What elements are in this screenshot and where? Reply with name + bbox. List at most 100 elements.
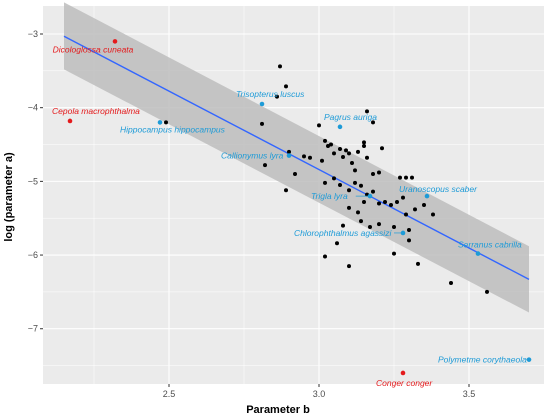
data-point	[344, 148, 348, 153]
data-point	[323, 138, 327, 143]
data-point	[407, 238, 411, 243]
annotation-label: Pagrus auriga	[324, 112, 377, 122]
data-point	[404, 175, 408, 180]
data-point	[332, 151, 336, 156]
annotation-label: Chlorophthalmus agassizi	[294, 228, 392, 238]
data-point	[323, 180, 327, 185]
annotation-label: Trisopterus luscus	[236, 89, 305, 99]
data-point	[335, 241, 339, 246]
annotation-label: Polymetme corythaeola	[438, 355, 527, 365]
x-axis-title: Parameter b	[246, 404, 310, 416]
y-tick-label: −4	[28, 103, 38, 113]
highlight-point	[112, 39, 118, 44]
data-point	[347, 205, 351, 210]
data-point	[287, 149, 291, 154]
data-point	[164, 120, 168, 125]
data-point	[365, 155, 369, 160]
annotation-label: Dicologlossa cuneata	[53, 44, 134, 54]
data-point	[377, 201, 381, 206]
data-point	[485, 289, 489, 294]
data-point	[392, 225, 396, 230]
data-point	[392, 251, 396, 256]
data-point	[371, 120, 375, 125]
data-point	[284, 188, 288, 193]
y-axis-title: log (parameter a)	[3, 152, 15, 242]
data-point	[407, 228, 411, 232]
highlight-point	[259, 101, 265, 107]
regression-line	[63, 35, 530, 280]
data-point	[365, 109, 369, 114]
data-point	[404, 212, 408, 217]
highlight-point	[400, 230, 406, 236]
highlight-point	[157, 120, 163, 125]
x-tick-label: 3.5	[463, 389, 476, 399]
data-point	[347, 151, 351, 156]
annotation-label: Hippocampus hippocampus	[120, 124, 226, 134]
species-annotations: Dicologlossa cuneata Cepola macrophthalma…	[52, 39, 532, 388]
data-point	[317, 123, 321, 128]
data-point	[341, 223, 345, 228]
data-point	[431, 212, 435, 217]
data-point	[347, 188, 351, 193]
data-point	[389, 202, 393, 207]
data-point	[377, 222, 381, 227]
data-point	[260, 121, 264, 126]
x-tick-label: 2.5	[163, 389, 176, 399]
data-point	[350, 160, 354, 165]
data-point	[278, 64, 282, 69]
annotation-label: Callionymus lyra	[221, 151, 284, 161]
y-tick-label: −7	[28, 324, 38, 334]
data-point	[362, 140, 366, 145]
highlight-point	[286, 153, 292, 158]
annotation-label: Cepola macrophthalma	[52, 106, 140, 116]
data-point	[329, 142, 333, 147]
data-point	[398, 175, 402, 180]
data-point	[263, 163, 267, 168]
y-tick-label: −3	[28, 29, 38, 39]
y-axis-ticks: −7 −6 −5 −4 −3	[28, 29, 43, 334]
data-point	[275, 94, 279, 99]
y-tick-label: −6	[28, 250, 38, 260]
data-point	[422, 202, 426, 207]
x-tick-label: 3.0	[313, 389, 326, 399]
data-point	[320, 158, 324, 163]
data-point	[356, 210, 360, 215]
data-point	[410, 175, 414, 180]
highlight-point	[337, 124, 343, 130]
y-tick-label: −5	[28, 176, 38, 186]
data-point	[323, 254, 327, 259]
data-points	[164, 64, 489, 294]
x-axis-ticks: 2.5 3.0 3.5	[163, 384, 476, 399]
data-point	[371, 172, 375, 176]
data-point	[341, 155, 345, 160]
highlight-point	[400, 370, 406, 376]
data-point	[380, 146, 384, 151]
data-point	[362, 200, 366, 204]
data-point	[338, 146, 342, 151]
data-point	[368, 225, 372, 230]
highlight-point	[67, 118, 73, 124]
data-point	[356, 149, 360, 154]
data-point	[338, 183, 342, 188]
highlight-point	[367, 193, 373, 199]
annotation-label: Serranus cabrilla	[458, 240, 522, 250]
data-point	[332, 176, 336, 181]
data-point	[371, 189, 375, 194]
highlight-point	[424, 193, 430, 199]
data-point	[347, 264, 351, 269]
data-point	[359, 183, 363, 188]
data-point	[362, 144, 366, 148]
data-point	[293, 172, 297, 176]
data-point	[416, 261, 420, 266]
data-point	[401, 195, 405, 200]
data-point	[284, 84, 288, 89]
highlight-point	[475, 251, 481, 256]
data-point	[383, 200, 387, 204]
highlight-point	[526, 357, 532, 362]
annotation-label: Conger conger	[376, 378, 433, 388]
data-point	[308, 155, 312, 160]
annotation-label: Trigla lyra	[311, 191, 348, 201]
data-point	[353, 168, 357, 173]
data-point	[353, 180, 357, 185]
